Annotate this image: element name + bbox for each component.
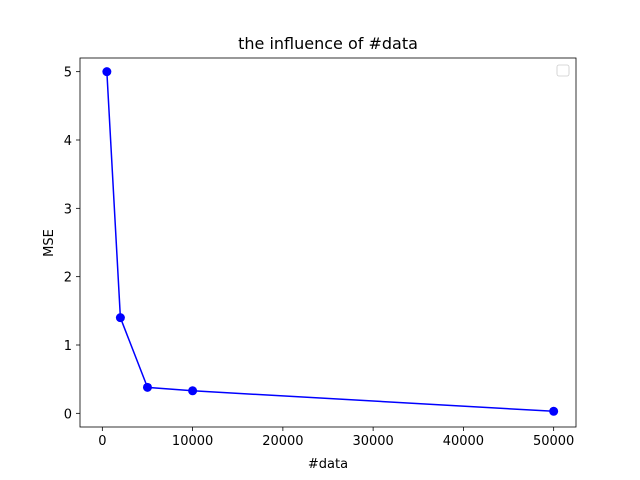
data-point xyxy=(102,67,112,77)
data-point xyxy=(549,406,559,416)
x-tick-label: 20000 xyxy=(262,434,303,449)
plot-background xyxy=(80,58,576,427)
x-tick-label: 0 xyxy=(98,434,106,449)
data-point xyxy=(115,313,125,323)
x-axis-ticks: 0 10000 20000 30000 40000 50000 xyxy=(98,427,574,449)
x-tick-label: 30000 xyxy=(352,434,393,449)
x-tick-label: 10000 xyxy=(172,434,213,449)
y-tick-label: 4 xyxy=(64,134,72,149)
x-tick-label: 40000 xyxy=(443,434,484,449)
legend-box xyxy=(556,64,570,77)
plot-frame xyxy=(79,57,577,428)
y-axis-ticks: 0 1 2 3 4 5 xyxy=(64,66,80,422)
plot-area xyxy=(80,58,576,427)
y-axis-label: MSE xyxy=(42,229,57,257)
y-tick-label: 5 xyxy=(64,66,72,81)
chart-title: the influence of #data xyxy=(238,34,418,53)
x-axis-label: #data xyxy=(308,457,348,472)
y-tick-label: 3 xyxy=(64,202,72,217)
data-point xyxy=(142,382,152,392)
y-tick-label: 2 xyxy=(64,271,72,286)
legend xyxy=(556,64,570,77)
data-point xyxy=(188,386,198,396)
series-markers xyxy=(102,67,559,416)
y-tick-label: 0 xyxy=(64,407,72,422)
y-tick-label: 1 xyxy=(64,339,72,354)
x-tick-label: 50000 xyxy=(533,434,574,449)
